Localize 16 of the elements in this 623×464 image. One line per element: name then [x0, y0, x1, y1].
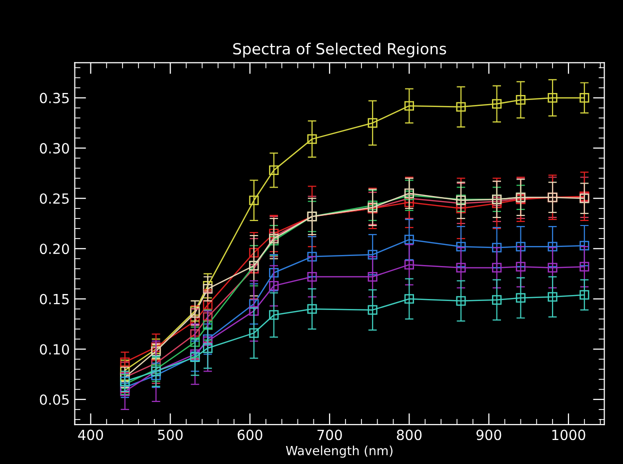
x-tick-label: 400: [78, 430, 104, 440]
chart-title: Spectra of Selected Regions: [233, 42, 446, 58]
x-tick-label: 600: [238, 430, 262, 440]
x-tick-label: 900: [476, 430, 502, 440]
x-tick-label: 700: [317, 430, 342, 440]
y-tick-label: 0.35: [40, 92, 69, 104]
x-tick-label: 800: [396, 430, 422, 440]
x-tick-label: 1000: [552, 430, 586, 440]
x-tick-label: 500: [158, 430, 183, 440]
y-tick-label: 0.10: [40, 344, 69, 355]
x-axis-title: Wavelength (nm): [286, 446, 392, 458]
y-tick-label: 0.05: [40, 394, 69, 405]
y-tick-label: 0.25: [40, 193, 69, 204]
y-tick-label: 0.15: [40, 294, 69, 304]
y-tick-label: 0.20: [40, 244, 69, 254]
y-tick-label: 0.30: [40, 143, 69, 154]
